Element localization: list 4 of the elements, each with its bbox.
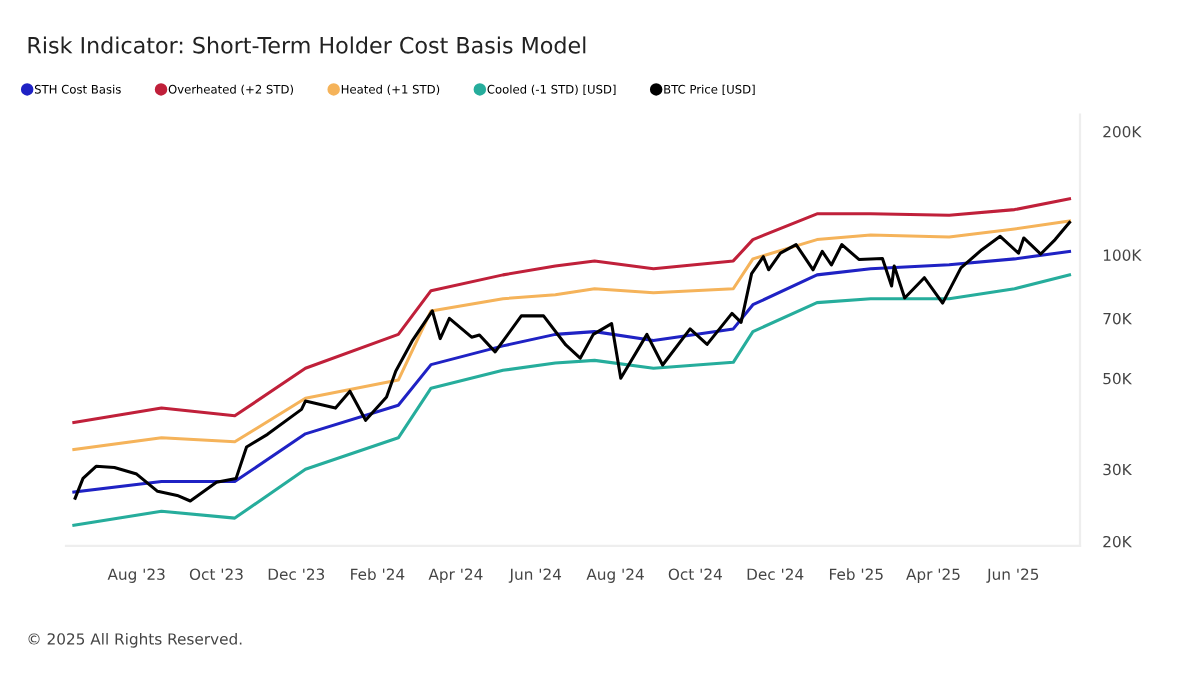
line-series <box>72 197 1072 425</box>
line-series <box>72 219 1072 452</box>
line-series <box>72 273 1072 527</box>
chart-title: Risk Indicator: Short-Term Holder Cost Basis Model <box>28 36 586 54</box>
